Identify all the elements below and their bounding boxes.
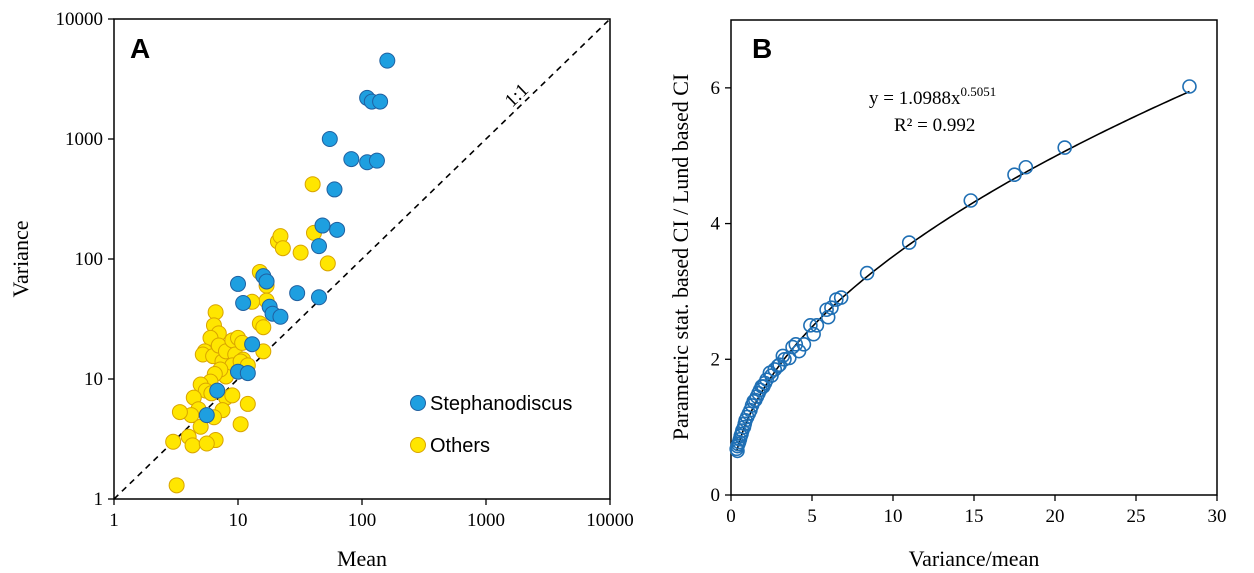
stephanodiscus-point xyxy=(321,131,338,147)
panel-b-point xyxy=(806,326,821,342)
panel-b-y-tick-label: 6 xyxy=(711,78,721,99)
legend-marker-others xyxy=(410,437,426,453)
stephanodiscus-point xyxy=(289,285,306,302)
panel-b-x-tick-label: 10 xyxy=(884,506,903,527)
panel-a-legend: Stephanodiscus Others xyxy=(410,393,572,457)
others-point xyxy=(198,435,215,452)
panel-b-x-tick-label: 5 xyxy=(807,506,817,527)
others-point xyxy=(184,437,201,454)
others-point xyxy=(207,304,224,321)
others-point xyxy=(239,395,256,412)
stephanodiscus-point xyxy=(372,93,389,110)
stephanodiscus-point xyxy=(198,407,215,424)
stephanodiscus-point xyxy=(368,152,385,169)
legend-label-stephanodiscus: Stephanodiscus xyxy=(430,393,572,415)
panel-a-x-tick-label: 1 xyxy=(109,510,119,531)
panel-b-x-axis-title: Variance/mean xyxy=(909,546,1040,571)
panel-b-point xyxy=(1182,79,1197,94)
others-point xyxy=(292,244,309,261)
panel-b-point xyxy=(803,318,818,333)
panel-b-point xyxy=(809,318,825,333)
panel-a-points xyxy=(165,52,396,494)
others-point xyxy=(165,433,182,450)
panel-b-r-squared: R² = 0.992 xyxy=(894,115,975,136)
panel-a-x-tick-label: 1000 xyxy=(467,510,505,531)
panel-b-fit-equation: y = 1.0988x0.5051 xyxy=(869,84,996,109)
panel-b-y-axis-title: Parametric stat. based CI / Lund based C… xyxy=(668,74,693,441)
others-point xyxy=(168,477,185,494)
panel-a-chart: 1 10 100 1000 10000 1 10 100 1000 10000 1:1 A Mea… xyxy=(8,9,634,571)
panel-b-ticks: 0 5 10 15 20 25 30 0 2 4 6 xyxy=(711,78,1227,527)
others-point xyxy=(171,404,188,421)
legend-marker-stephanodiscus xyxy=(410,395,426,411)
others-point xyxy=(224,387,241,404)
panel-b-point xyxy=(772,357,787,373)
stephanodiscus-point xyxy=(379,52,396,69)
stephanodiscus-point xyxy=(310,238,327,255)
panel-a-y-tick-label: 10 xyxy=(84,369,103,390)
stephanodiscus-point xyxy=(329,221,346,238)
panel-a-y-tick-label: 1000 xyxy=(65,129,103,150)
panel-b-point xyxy=(819,302,834,318)
others-point xyxy=(255,319,272,336)
panel-a-y-tick-label: 100 xyxy=(75,249,104,270)
panel-b-points xyxy=(729,79,1197,459)
panel-b-point xyxy=(828,292,844,307)
panel-b-y-tick-label: 4 xyxy=(711,214,721,235)
fit-equation-exponent: 0.5051 xyxy=(960,84,996,99)
stephanodiscus-point xyxy=(326,181,343,198)
stephanodiscus-point xyxy=(209,382,226,399)
panel-b-chart: 0 5 10 15 20 25 30 0 2 4 6 B y = 1.0988x0.5051 R² … xyxy=(668,19,1227,571)
panel-b-point xyxy=(730,443,745,459)
panel-a-y-tick-label: 1 xyxy=(94,489,104,510)
stephanodiscus-point xyxy=(239,365,256,382)
stephanodiscus-point xyxy=(235,294,252,311)
panel-b-point xyxy=(901,235,917,250)
fit-equation-base: y = 1.0988x xyxy=(869,88,961,109)
panel-b-x-tick-label: 0 xyxy=(726,506,736,527)
stephanodiscus-point xyxy=(230,275,246,292)
stephanodiscus-point xyxy=(244,336,261,353)
panel-b-x-tick-label: 20 xyxy=(1046,506,1065,527)
panel-b-letter: B xyxy=(752,33,772,64)
others-point xyxy=(319,255,336,272)
stephanodiscus-point xyxy=(258,273,275,290)
others-point xyxy=(304,176,321,193)
panel-b-point xyxy=(820,309,836,325)
panel-a-x-tick-label: 10000 xyxy=(586,510,634,531)
panel-b-point xyxy=(788,337,804,352)
stephanodiscus-point xyxy=(272,308,289,325)
legend-label-others: Others xyxy=(430,435,490,457)
panel-a-x-tick-label: 100 xyxy=(348,510,377,531)
panel-b-point xyxy=(859,265,875,281)
panel-b-x-tick-label: 30 xyxy=(1208,506,1227,527)
panel-a-y-tick-label: 10000 xyxy=(56,9,104,30)
panel-b-point xyxy=(785,339,800,355)
panel-a-one-to-one-label: 1:1 xyxy=(501,80,533,112)
panel-a-x-axis-title: Mean xyxy=(337,546,387,571)
others-point xyxy=(255,343,272,360)
panel-a-y-axis-title: Variance xyxy=(8,221,33,298)
stephanodiscus-point xyxy=(343,151,360,168)
others-point xyxy=(232,416,249,433)
panel-b-x-tick-label: 25 xyxy=(1127,506,1146,527)
panel-b-x-tick-label: 15 xyxy=(965,506,984,527)
panel-b-y-tick-label: 0 xyxy=(711,485,721,506)
panel-b-point xyxy=(1057,140,1073,155)
panel-b-point xyxy=(963,193,979,208)
panel-a-x-tick-label: 10 xyxy=(229,510,248,531)
panel-b-power-fit-curve xyxy=(735,90,1190,452)
panel-b-point xyxy=(1007,167,1022,183)
panel-a-ticks: 1 10 100 1000 10000 1 10 100 1000 10000 xyxy=(56,9,634,531)
stephanodiscus-point xyxy=(310,289,327,306)
others-point xyxy=(274,240,291,257)
panel-a-one-to-one-line xyxy=(113,18,611,500)
panel-b-y-tick-label: 2 xyxy=(711,349,721,370)
panel-b-point xyxy=(1018,159,1034,175)
stephanodiscus-point xyxy=(314,217,331,234)
panel-a-letter: A xyxy=(130,33,150,64)
